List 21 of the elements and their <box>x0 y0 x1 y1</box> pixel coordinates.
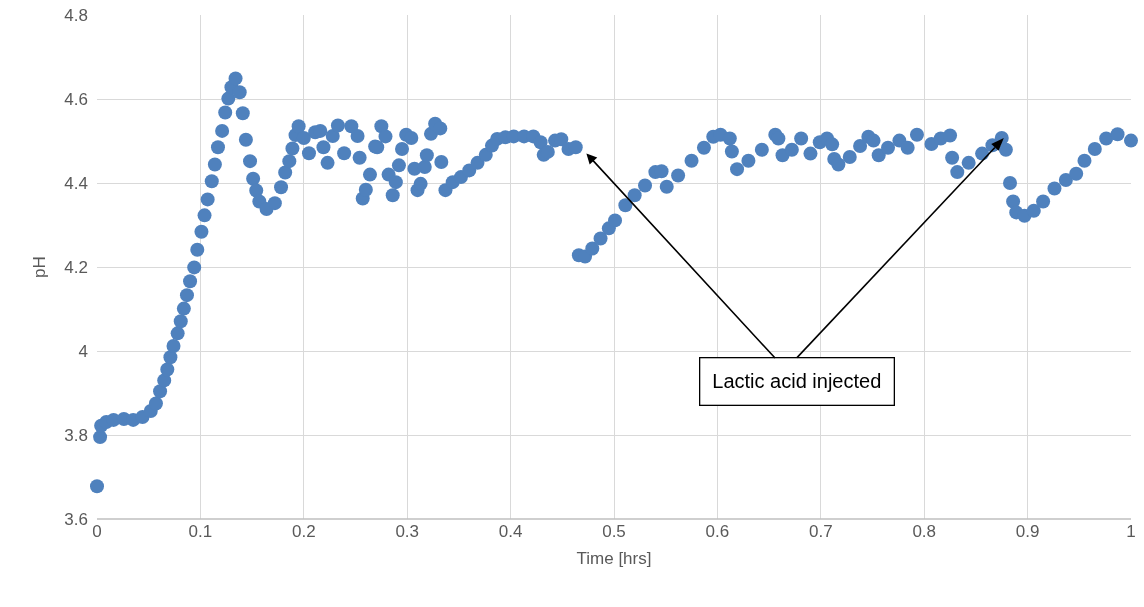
x-tick-label: 1 <box>1126 522 1136 541</box>
y-tick-label: 3.8 <box>64 425 88 445</box>
x-tick-label: 0.9 <box>1015 522 1040 541</box>
y-tick-label: 4.8 <box>64 5 88 25</box>
x-tick-label: 0.7 <box>808 522 833 541</box>
y-tick-label: 3.6 <box>64 509 88 529</box>
y-tick-label: 4.4 <box>64 173 88 193</box>
y-tick-label: 4 <box>78 341 88 361</box>
x-tick-label: 0.2 <box>291 522 316 541</box>
x-axis-title: Time [hrs] <box>576 549 652 569</box>
x-tick-label: 0.4 <box>498 522 523 541</box>
x-tick-label: 0.6 <box>705 522 730 541</box>
x-tick-label: 0 <box>92 522 102 541</box>
x-tick-label: 0.3 <box>395 522 420 541</box>
x-tick-label: 0.8 <box>912 522 937 541</box>
y-tick-label: 4.6 <box>64 89 88 109</box>
y-axis-title: pH <box>29 256 49 278</box>
y-tick-label: 4.2 <box>64 257 88 277</box>
x-tick-label: 0.1 <box>188 522 213 541</box>
x-tick-label: 0.5 <box>602 522 626 541</box>
annotation: Lactic acid injected <box>712 370 882 393</box>
